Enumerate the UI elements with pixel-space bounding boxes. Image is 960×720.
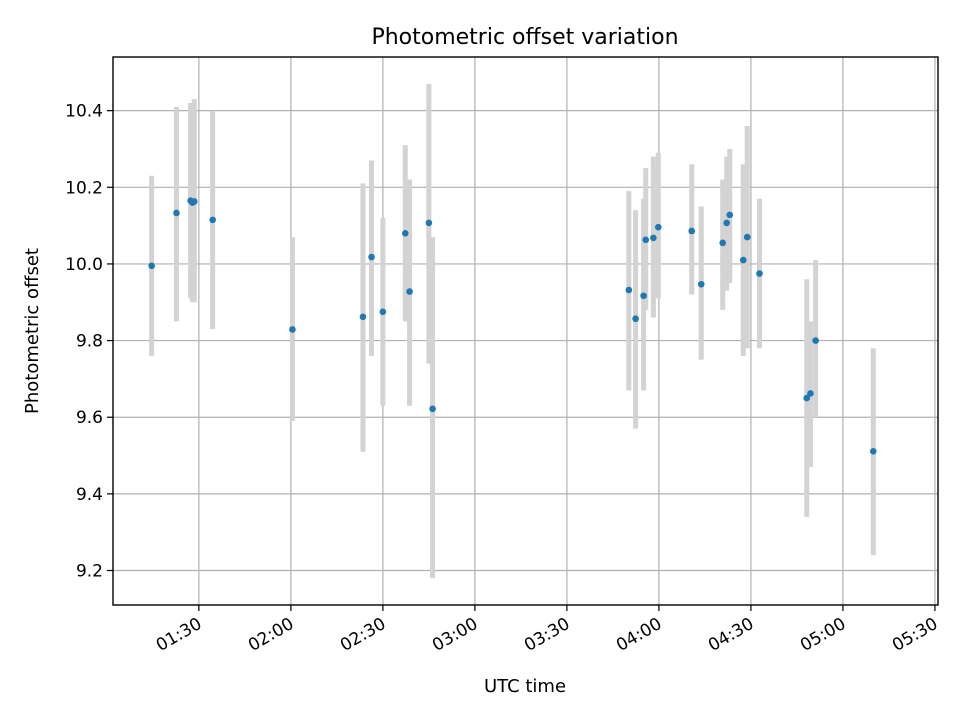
data-point bbox=[688, 227, 696, 235]
data-point bbox=[379, 308, 387, 316]
data-point bbox=[743, 233, 751, 241]
data-point bbox=[359, 313, 367, 321]
data-point bbox=[869, 448, 877, 455]
data-point bbox=[425, 219, 433, 227]
y-tick-label: 10.0 bbox=[65, 255, 103, 275]
y-tick-label: 9.8 bbox=[76, 332, 103, 352]
data-point bbox=[756, 270, 763, 277]
data-point bbox=[148, 262, 155, 270]
data-point bbox=[190, 198, 198, 205]
data-point bbox=[640, 292, 647, 300]
y-tick-label: 9.4 bbox=[76, 485, 103, 505]
data-point bbox=[406, 288, 413, 295]
data-point bbox=[654, 223, 662, 231]
data-point bbox=[429, 405, 436, 413]
data-point bbox=[632, 315, 639, 323]
plot-frame bbox=[112, 56, 939, 606]
data-point bbox=[289, 326, 296, 333]
data-points bbox=[148, 197, 877, 455]
data-point bbox=[812, 337, 819, 344]
data-point bbox=[723, 219, 730, 227]
chart-title: Photometric offset variation bbox=[371, 25, 678, 50]
data-point bbox=[625, 286, 633, 294]
x-axis-label: UTC time bbox=[484, 676, 566, 697]
data-point bbox=[719, 239, 727, 247]
data-point bbox=[642, 236, 650, 244]
y-tick-label: 9.2 bbox=[76, 562, 103, 582]
y-axis-label: Photometric offset bbox=[22, 248, 43, 414]
data-point bbox=[726, 211, 734, 219]
y-tick-label: 10.4 bbox=[65, 102, 103, 122]
data-point bbox=[209, 216, 216, 224]
data-point bbox=[401, 229, 409, 237]
data-point bbox=[739, 256, 747, 264]
data-point bbox=[803, 394, 811, 402]
y-tick-label: 10.2 bbox=[65, 178, 103, 198]
y-tick-label: 9.6 bbox=[76, 408, 103, 428]
data-point bbox=[807, 390, 814, 397]
y-axis-ticks: 9.2 9.4 9.6 9.8 10.0 10.2 10.4 bbox=[65, 102, 113, 582]
data-point bbox=[173, 209, 180, 217]
data-point bbox=[368, 253, 375, 261]
data-point bbox=[650, 234, 657, 242]
data-point bbox=[697, 280, 705, 288]
grid-lines bbox=[113, 57, 938, 605]
